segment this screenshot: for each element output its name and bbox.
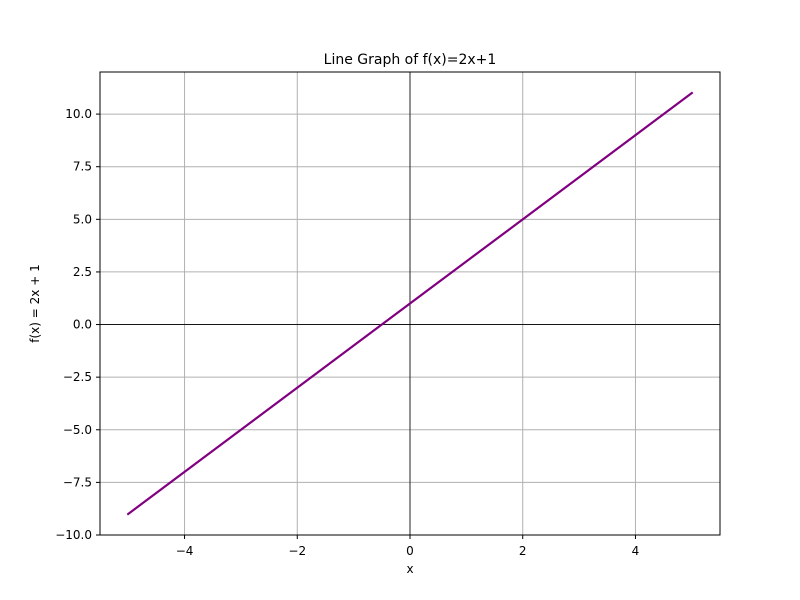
x-tick-label-0: −4: [176, 544, 194, 558]
x-tick-label-2: 0: [406, 544, 414, 558]
y-tick-label-8: 10.0: [65, 107, 92, 121]
x-tick-label-4: 4: [632, 544, 640, 558]
y-axis-title: f(x) = 2x + 1: [28, 264, 42, 342]
y-tick-label-3: −2.5: [63, 370, 92, 384]
tick-layer: −4 −2 0 2 4 −10.0 −7.5 −5.0 −2.5 0.0 2.5 5.0 7.5 10.0: [55, 107, 639, 558]
series-line-0: [126, 91, 694, 516]
x-tick-label-3: 2: [519, 544, 527, 558]
y-tick-label-7: 7.5: [73, 160, 92, 174]
y-tick-label-2: −5.0: [63, 423, 92, 437]
x-axis-title: x: [406, 562, 413, 576]
x-tick-label-1: −2: [288, 544, 306, 558]
y-tick-label-5: 2.5: [73, 265, 92, 279]
y-tick-label-0: −10.0: [55, 528, 92, 542]
y-tick-label-6: 5.0: [73, 212, 92, 226]
chart-title: Line Graph of f(x)=2x+1: [324, 52, 497, 68]
series-layer: [126, 91, 694, 516]
y-tick-label-4: 0.0: [73, 318, 92, 332]
y-tick-label-1: −7.5: [63, 475, 92, 489]
